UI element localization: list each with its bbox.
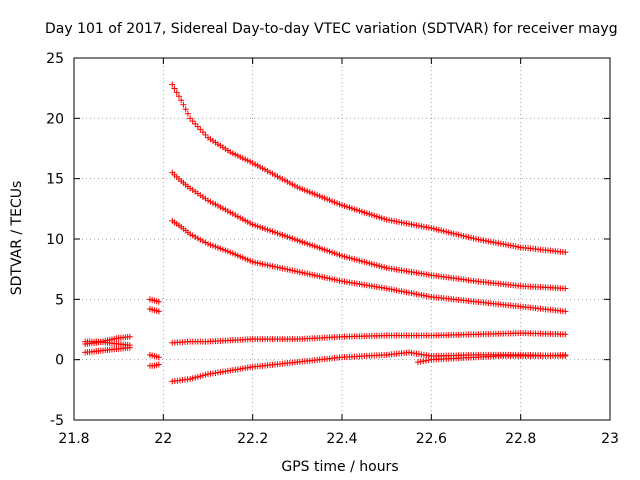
series-track-13 — [414, 351, 569, 366]
data-point — [199, 372, 206, 379]
series-track-1 — [82, 344, 133, 356]
series-track-6 — [146, 351, 162, 361]
chart-title: Day 101 of 2017, Sidereal Day-to-day VTE… — [45, 21, 618, 37]
data-point — [202, 239, 209, 246]
data-point — [192, 233, 199, 240]
data-point — [187, 375, 194, 382]
frame-layer — [73, 57, 611, 421]
data-point — [155, 361, 162, 368]
data-point — [562, 331, 569, 338]
data-point — [194, 123, 201, 130]
data-point — [126, 333, 133, 340]
y-tick-label: 25 — [46, 51, 64, 67]
data-point — [126, 342, 133, 349]
y-tick-label: 15 — [46, 172, 64, 188]
text-layer: Day 101 of 2017, Sidereal Day-to-day VTE… — [9, 21, 619, 475]
data-point — [175, 93, 182, 100]
y-tick-label: 10 — [46, 232, 64, 248]
data-point — [202, 371, 209, 378]
data-point — [194, 235, 201, 242]
data-point — [187, 115, 194, 122]
data-point — [197, 126, 204, 133]
series-track-11 — [169, 330, 569, 346]
data-point — [178, 97, 185, 104]
y-tick-label: -5 — [50, 413, 64, 429]
data-point — [189, 118, 196, 125]
x-tick-label: 22.8 — [505, 431, 536, 447]
data-point — [173, 89, 180, 96]
data-point — [169, 81, 176, 88]
data-point — [562, 249, 569, 256]
data-point — [197, 373, 204, 380]
y-tick-label: 0 — [55, 353, 64, 369]
data-point — [562, 285, 569, 292]
y-tick-label: 5 — [55, 292, 64, 308]
data-point — [199, 238, 206, 245]
data-point — [562, 308, 569, 315]
data-point — [171, 85, 178, 92]
data-point — [182, 106, 189, 113]
series-track-4 — [146, 296, 162, 305]
series-track-8 — [169, 81, 569, 256]
data-point — [197, 236, 204, 243]
data-point — [155, 298, 162, 305]
x-tick-label: 22 — [154, 431, 172, 447]
data-point — [192, 120, 199, 127]
data-point — [155, 354, 162, 361]
series-track-9 — [169, 169, 569, 292]
series-track-10 — [169, 217, 569, 315]
series-track-7 — [146, 361, 162, 369]
marks-layer — [82, 81, 569, 385]
data-point — [189, 232, 196, 239]
y-tick-label: 20 — [46, 111, 64, 127]
series-track-3 — [82, 333, 133, 347]
data-point — [189, 375, 196, 382]
data-point — [192, 374, 199, 381]
x-tick-label: 22.2 — [237, 431, 268, 447]
data-point — [187, 231, 194, 238]
data-point — [199, 129, 206, 136]
data-point — [184, 110, 191, 117]
x-tick-label: 22.6 — [416, 431, 447, 447]
data-point — [562, 351, 569, 358]
data-point — [155, 308, 162, 315]
data-point — [194, 373, 201, 380]
y-axis-label: SDTVAR / TECUs — [9, 181, 25, 296]
x-tick-label: 23 — [601, 431, 619, 447]
data-point — [202, 131, 209, 138]
data-point — [180, 101, 187, 108]
x-axis-label: GPS time / hours — [281, 459, 398, 475]
x-tick-label: 22.4 — [326, 431, 357, 447]
x-tick-label: 21.8 — [58, 431, 89, 447]
series-track-5 — [146, 305, 162, 315]
